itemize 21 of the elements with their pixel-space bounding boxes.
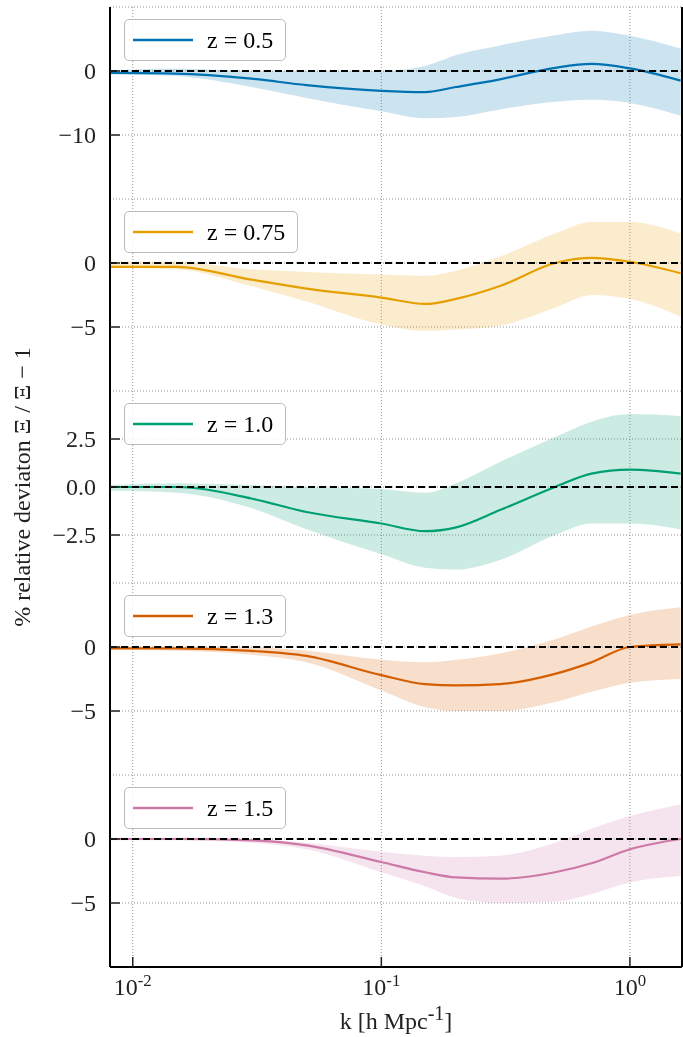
x-tick-label: 10$^{-2}$ bbox=[113, 970, 152, 1000]
y-tick-label: −10 bbox=[58, 122, 96, 148]
y-tick-label: 0 bbox=[84, 250, 96, 276]
legend-label: z = 1.0 bbox=[207, 410, 274, 439]
y-tick-label: −5 bbox=[70, 314, 96, 340]
x-tick-label: 10$^{0}$ bbox=[613, 970, 647, 1000]
y-axis-title: % relative deviaton Ξ / Ξ − 1 bbox=[8, 347, 36, 627]
legend-label: z = 0.75 bbox=[207, 218, 286, 247]
y-tick-label: −5 bbox=[70, 890, 96, 916]
y-tick-label: 0 bbox=[84, 58, 96, 84]
x-tick-label: 10$^{-1}$ bbox=[362, 970, 401, 1000]
x-axis-title: k [h Mpc$^{-1}$] bbox=[338, 1002, 454, 1035]
y-tick-label: 2.5 bbox=[66, 426, 96, 452]
y-tick-label: 0.0 bbox=[66, 474, 96, 500]
legend-label: z = 1.5 bbox=[207, 794, 274, 823]
y-tick-label: −2.5 bbox=[52, 522, 96, 548]
legend-label: z = 0.5 bbox=[207, 26, 274, 55]
y-tick-label: −5 bbox=[70, 698, 96, 724]
y-tick-label: 0 bbox=[84, 634, 96, 660]
y-tick-label: 0 bbox=[84, 826, 96, 852]
legend-label: z = 1.3 bbox=[207, 602, 274, 631]
